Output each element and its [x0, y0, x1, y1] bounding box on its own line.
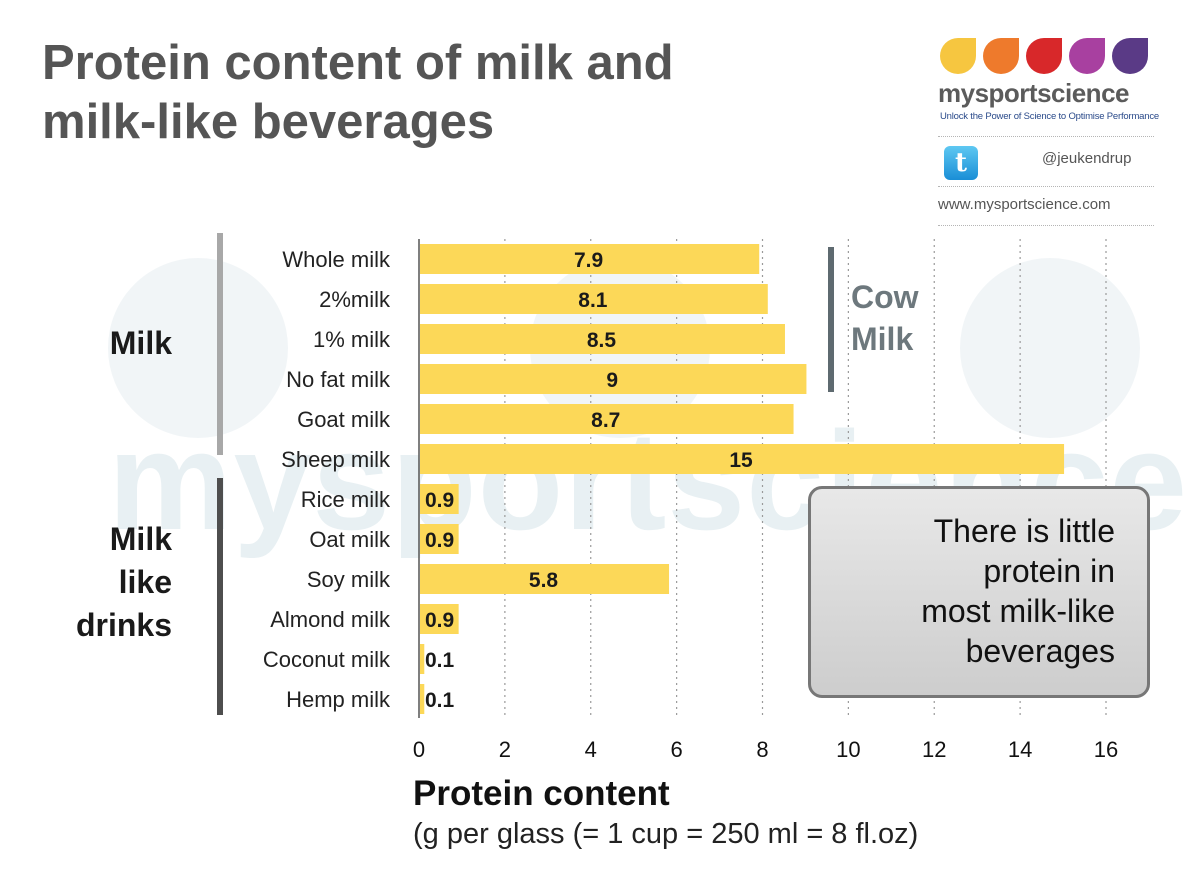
data-label: 8.5 [587, 329, 617, 352]
logo-drop-icon [1069, 38, 1105, 74]
y-tick-label: Goat milk [297, 407, 391, 432]
data-label: 0.1 [425, 689, 455, 712]
bar [420, 604, 459, 634]
logo-drop-icon [1112, 38, 1148, 74]
y-tick-label: No fat milk [286, 367, 391, 392]
bar [420, 284, 768, 314]
brand-tagline: Unlock the Power of Science to Optimise … [940, 111, 1159, 122]
cow-milk-line: Milk [851, 321, 914, 357]
data-label: 15 [729, 449, 753, 472]
callout-line: most milk-like [921, 593, 1115, 629]
bar [420, 644, 425, 674]
logo-drop-icon [983, 38, 1019, 74]
x-tick-label: 2 [499, 737, 511, 762]
x-tick-label: 12 [922, 737, 946, 762]
callout-line: beverages [965, 633, 1115, 669]
bar [420, 404, 794, 434]
y-tick-label: 1% milk [313, 327, 391, 352]
group-label-line: drinks [75, 607, 172, 643]
title-line-2: milk-like beverages [42, 95, 495, 149]
watermark-circle [108, 258, 288, 438]
logo-drop-icon [1026, 38, 1062, 74]
data-label: 5.8 [529, 569, 559, 592]
y-tick-label: Whole milk [282, 247, 391, 272]
divider [938, 186, 1154, 187]
x-tick-label: 8 [756, 737, 768, 762]
data-label: 7.9 [574, 249, 603, 272]
twitter-icon[interactable]: t [944, 146, 978, 180]
x-tick-label: 4 [585, 737, 597, 762]
data-label: 9 [606, 369, 618, 392]
brand-logo-drops [938, 34, 1154, 74]
y-tick-label: Oat milk [309, 527, 391, 552]
bar [420, 564, 670, 594]
y-tick-label: Coconut milk [263, 647, 391, 672]
group-bracket-milk [217, 233, 223, 455]
bar [420, 444, 1065, 474]
x-tick-label: 0 [413, 737, 425, 762]
data-label: 0.9 [425, 609, 454, 632]
cow-milk-label: Cow Milk [851, 276, 919, 360]
y-tick-label: Sheep milk [281, 447, 391, 472]
x-tick-label: 10 [836, 737, 860, 762]
bar [420, 484, 459, 514]
bar [420, 244, 760, 274]
y-tick-label: Almond milk [270, 607, 391, 632]
x-tick-label: 14 [1008, 737, 1032, 762]
data-label: 0.1 [425, 649, 455, 672]
group-label-line: Milk [109, 521, 172, 557]
y-tick-label: Hemp milk [286, 687, 391, 712]
divider [938, 225, 1154, 226]
data-label: 0.9 [425, 529, 454, 552]
bar [420, 364, 807, 394]
group-label-milk-like: Milk like drinks [40, 518, 172, 647]
x-tick-label: 16 [1094, 737, 1118, 762]
page-title: Protein content of milk and milk-like be… [42, 34, 882, 152]
data-label: 8.1 [578, 289, 608, 312]
callout-text: There is little protein in most milk-lik… [815, 511, 1115, 671]
logo-drop-icon [940, 38, 976, 74]
y-tick-label: Rice milk [301, 487, 391, 512]
x-tick-label: 6 [671, 737, 683, 762]
cow-milk-bracket [828, 247, 834, 392]
data-label: 0.9 [425, 489, 454, 512]
bar [420, 684, 425, 714]
group-bracket-milk-like [217, 478, 223, 715]
x-axis-title: Protein content [413, 774, 670, 813]
bar [420, 324, 785, 354]
watermark-circle [960, 258, 1140, 438]
callout-line: protein in [983, 553, 1115, 589]
cow-milk-line: Cow [851, 279, 919, 315]
y-tick-label: Soy milk [307, 567, 391, 592]
brand-name: mysportscience [938, 78, 1129, 108]
x-axis-subtitle: (g per glass (= 1 cup = 250 ml = 8 fl.oz… [413, 818, 919, 850]
callout-line: There is little [933, 513, 1115, 549]
group-label-milk: Milk [109, 325, 172, 361]
bar [420, 524, 459, 554]
website-link[interactable]: www.mysportscience.com [938, 196, 1111, 213]
data-label: 8.7 [591, 409, 620, 432]
callout-box: There is little protein in most milk-lik… [808, 486, 1150, 698]
divider [938, 136, 1154, 137]
twitter-handle[interactable]: @jeukendrup [1042, 150, 1132, 167]
y-tick-label: 2%milk [319, 287, 391, 312]
title-line-1: Protein content of milk and [42, 36, 674, 90]
group-label-line: like [118, 564, 172, 600]
